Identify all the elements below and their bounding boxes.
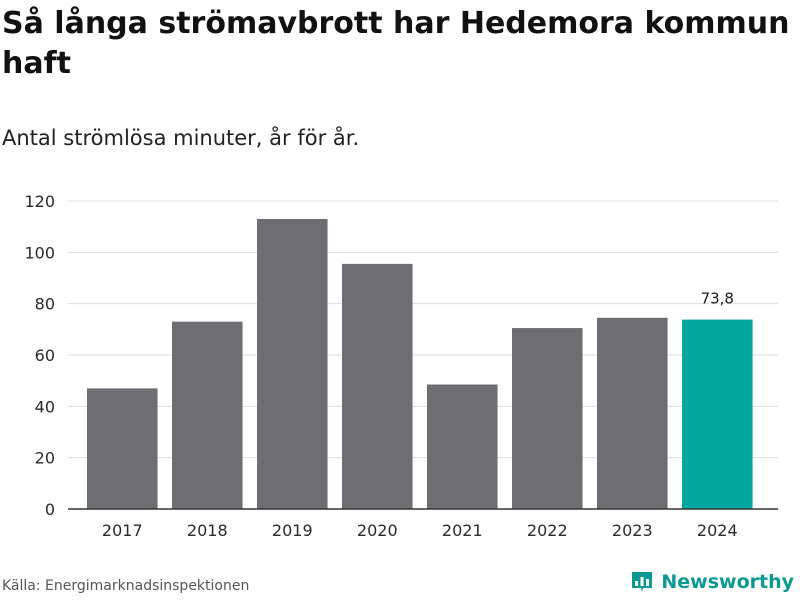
y-tick-label: 60 xyxy=(35,346,55,365)
y-tick-label: 40 xyxy=(35,397,55,416)
y-tick-label: 20 xyxy=(35,449,55,468)
newsworthy-logo-icon xyxy=(632,572,653,592)
x-tick-label: 2023 xyxy=(612,521,653,540)
bar xyxy=(427,384,498,509)
y-tick-label: 120 xyxy=(24,192,55,211)
chart-title: Så långa strömavbrott har Hedemora kommu… xyxy=(2,6,790,81)
bar xyxy=(682,319,753,509)
bar xyxy=(257,218,328,509)
brand-name: Newsworthy xyxy=(661,571,794,593)
x-tick-label: 2020 xyxy=(357,521,398,540)
chart-subtitle: Antal strömlösa minuter, år för år. xyxy=(2,126,360,150)
x-tick-label: 2022 xyxy=(527,521,568,540)
bar xyxy=(597,317,668,509)
y-tick-label: 100 xyxy=(24,243,55,262)
bar xyxy=(512,328,583,509)
x-tick-label: 2021 xyxy=(442,521,483,540)
bar xyxy=(172,321,243,509)
x-tick-label: 2017 xyxy=(102,521,143,540)
brand-logo-group: Newsworthy xyxy=(630,570,794,594)
x-tick-label: 2019 xyxy=(272,521,313,540)
y-tick-label: 80 xyxy=(35,295,55,314)
x-tick-label: 2018 xyxy=(187,521,228,540)
x-tick-label: 2024 xyxy=(697,521,738,540)
y-tick-label: 0 xyxy=(45,500,55,519)
data-label: 73,8 xyxy=(701,290,734,308)
bar xyxy=(87,388,158,509)
source-note: Källa: Energimarknadsinspektionen xyxy=(2,578,250,594)
bar xyxy=(342,263,413,509)
